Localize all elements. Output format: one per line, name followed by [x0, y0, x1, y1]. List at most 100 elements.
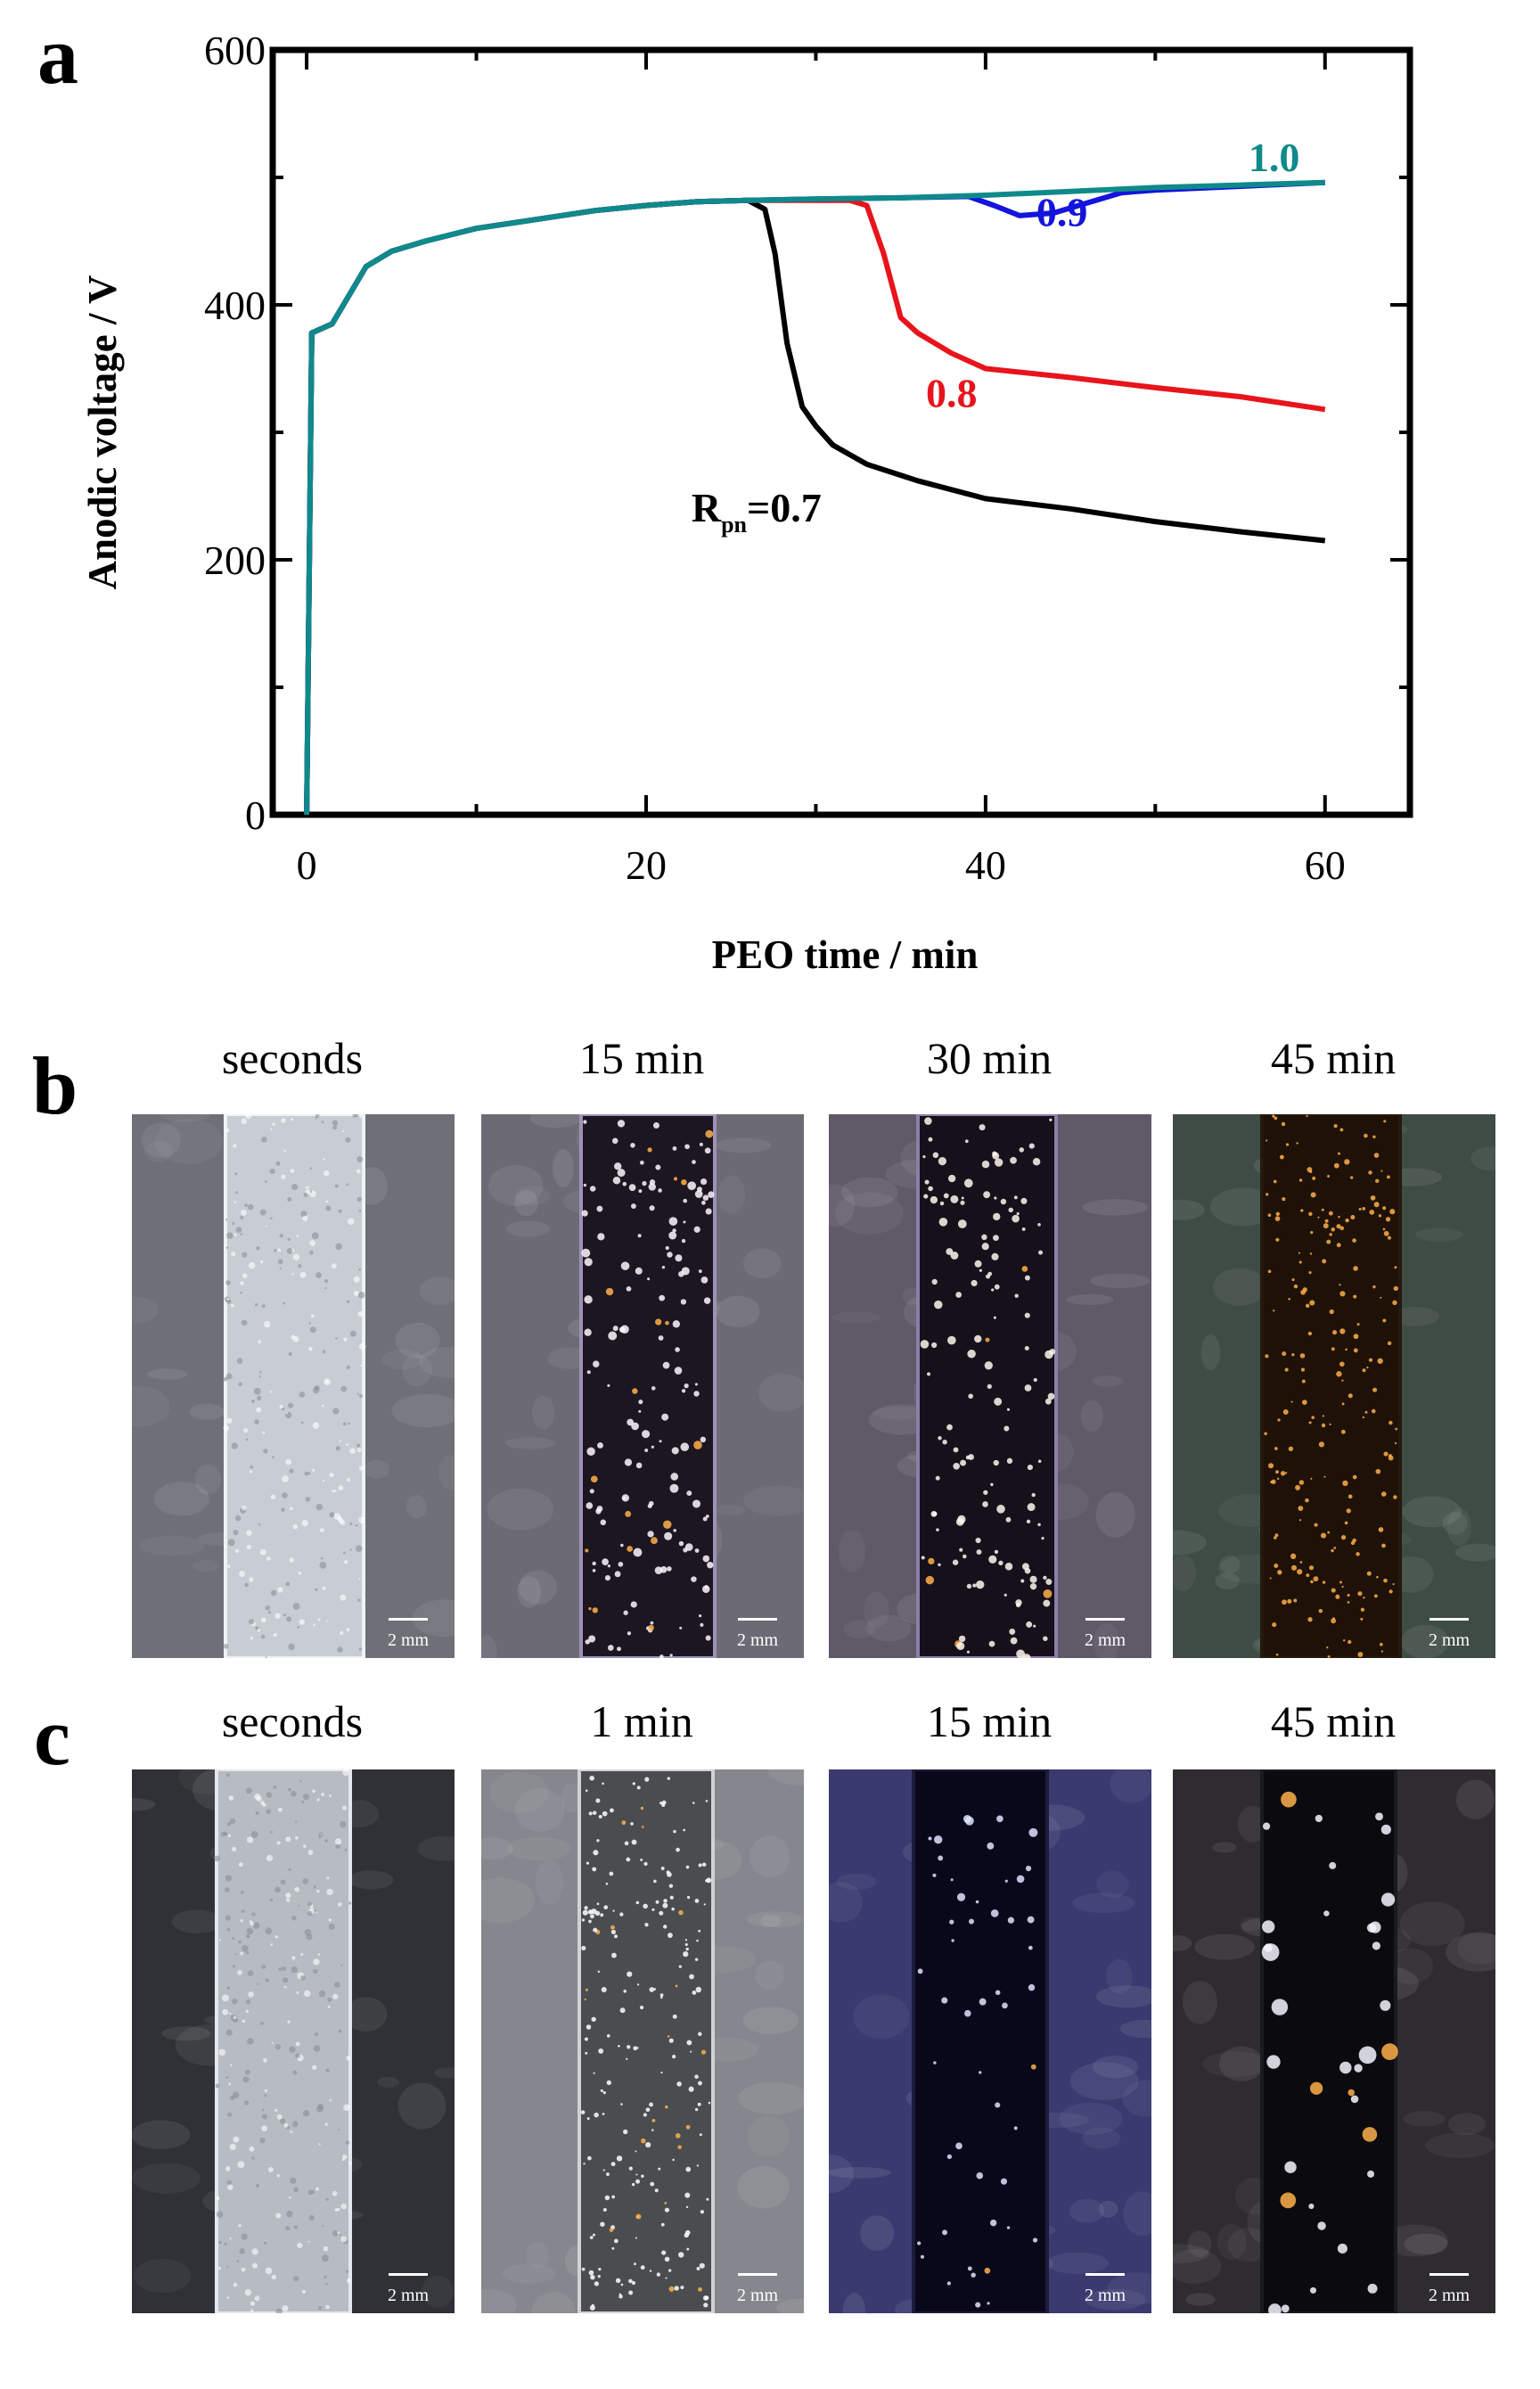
surface-speckle [245, 1114, 252, 1120]
discharge-spark [590, 1475, 598, 1483]
surface-speckle [280, 1879, 286, 1885]
surface-speckle [340, 1630, 344, 1636]
surface-speckle [277, 1587, 283, 1593]
surface-speckle [215, 2196, 220, 2201]
surface-texture [132, 2120, 191, 2149]
discharge-spark [987, 1383, 992, 1389]
surface-speckle [291, 1791, 297, 1797]
discharge-spark [1275, 1211, 1280, 1217]
discharge-spark [665, 1245, 669, 1251]
discharge-spark [585, 1789, 588, 1793]
surface-texture [842, 2293, 866, 2313]
surface-speckle [358, 1647, 363, 1651]
discharge-spark [1033, 1624, 1036, 1628]
series-label-value: =0.7 [747, 485, 822, 530]
discharge-spark [1388, 1589, 1393, 1594]
surface-speckle [309, 1190, 313, 1194]
discharge-spark [706, 1877, 712, 1884]
surface-speckle [344, 1560, 348, 1564]
discharge-spark [928, 1557, 935, 1565]
surface-speckle [313, 1968, 318, 1974]
surface-speckle [288, 1787, 291, 1792]
discharge-spark [1308, 1211, 1313, 1217]
surface-texture [747, 2115, 790, 2157]
discharge-spark [602, 1810, 608, 1817]
discharge-spark [683, 1548, 688, 1553]
discharge-spark [658, 1335, 664, 1341]
surface-texture [514, 1186, 551, 1205]
discharge-spark [685, 2205, 689, 2209]
discharge-spark [675, 1984, 678, 1988]
surface-speckle [249, 1577, 254, 1582]
surface-texture [405, 1494, 427, 1519]
surface-speckle [343, 1337, 348, 1342]
discharge-spark [1290, 1553, 1297, 1560]
surface-speckle [358, 1268, 362, 1271]
discharge-spark [584, 1295, 593, 1304]
discharge-spark [1262, 1920, 1275, 1933]
surface-speckle [254, 1419, 259, 1424]
discharge-spark [649, 2270, 652, 2272]
discharge-spark [641, 2174, 644, 2178]
discharge-spark [1382, 1206, 1387, 1211]
surface-speckle [317, 1618, 321, 1621]
discharge-spark [934, 1300, 943, 1309]
surface-speckle [294, 1886, 299, 1892]
surface-speckle [292, 1253, 300, 1260]
discharge-spark [676, 1847, 680, 1852]
discharge-spark [671, 1907, 675, 1911]
discharge-spark [607, 1564, 611, 1568]
discharge-spark [583, 1183, 587, 1187]
surface-speckle [335, 1843, 341, 1849]
surface-texture [1123, 2191, 1151, 2237]
discharge-spark [950, 1878, 954, 1882]
surface-texture [1215, 1572, 1241, 1590]
surface-speckle [307, 1901, 312, 1907]
surface-speckle [349, 1523, 353, 1525]
discharge-spark [1307, 1617, 1313, 1622]
scale-bar-line [1429, 1618, 1469, 1621]
surface-texture [147, 1368, 187, 1380]
discharge-spark [631, 1839, 637, 1845]
discharge-spark [982, 1501, 988, 1507]
discharge-spark [589, 1489, 594, 1494]
discharge-spark [1264, 1943, 1273, 1952]
series-label-0.9: 0.9 [1036, 189, 1088, 234]
surface-speckle [245, 1787, 252, 1794]
discharge-spark [672, 1145, 677, 1151]
surface-speckle [300, 1974, 306, 1981]
discharge-spark [624, 1458, 633, 1466]
surface-texture [401, 1354, 433, 1387]
surface-speckle [315, 1114, 320, 1119]
scale-bar-line [738, 1618, 777, 1621]
discharge-spark [580, 2110, 586, 2114]
discharge-spark [1370, 1195, 1376, 1201]
discharge-spark [967, 1350, 976, 1359]
discharge-spark [598, 1814, 602, 1819]
surface-texture [834, 1192, 904, 1235]
surface-speckle [234, 1548, 240, 1554]
discharge-spark [1373, 1153, 1380, 1158]
discharge-spark [1329, 1861, 1337, 1869]
surface-speckle [289, 2196, 291, 2199]
discharge-spark [672, 1320, 680, 1328]
discharge-spark [688, 2086, 694, 2092]
surface-speckle [326, 1876, 330, 1880]
discharge-spark [956, 1892, 966, 1901]
discharge-spark [1275, 1470, 1279, 1474]
surface-speckle [324, 1279, 329, 1284]
discharge-spark [949, 1919, 954, 1925]
discharge-spark [1329, 1423, 1331, 1426]
surface-speckle [270, 1494, 276, 1499]
discharge-spark [971, 1279, 978, 1287]
surface-speckle [279, 1268, 282, 1270]
time-label: 30 min [926, 1033, 1053, 1083]
surface-speckle [270, 1943, 274, 1946]
surface-speckle [262, 1431, 266, 1434]
discharge-spark [589, 2304, 595, 2311]
discharge-spark [620, 1543, 624, 1548]
surface-speckle [258, 1375, 261, 1378]
surface-speckle [346, 2056, 351, 2061]
discharge-spark [619, 1912, 624, 1917]
discharge-spark [611, 2195, 616, 2199]
